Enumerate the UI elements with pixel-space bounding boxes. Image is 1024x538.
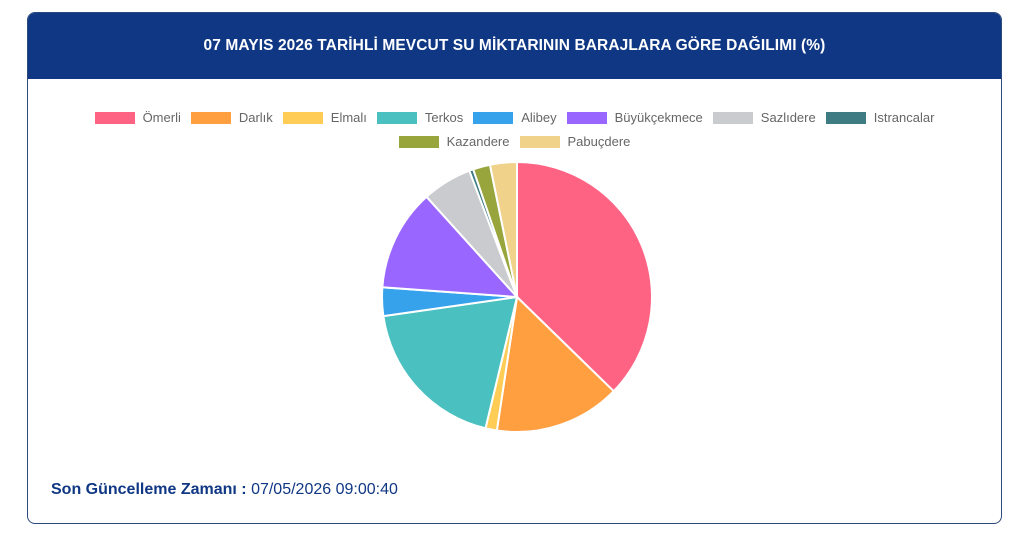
last-update-value: 07/05/2026 09:00:40	[251, 481, 398, 498]
card-header: 07 MAYIS 2026 TARİHLİ MEVCUT SU MİKTARIN…	[28, 13, 1001, 79]
pie-slice-3[interactable]	[382, 295, 519, 430]
legend-item-7[interactable]: Istrancalar	[825, 109, 935, 126]
legend-item-1[interactable]: Darlık	[190, 109, 273, 126]
chart-card: 07 MAYIS 2026 TARİHLİ MEVCUT SU MİKTARIN…	[27, 12, 1002, 524]
legend-swatch	[712, 111, 753, 124]
legend-swatch	[825, 111, 866, 124]
legend-item-6[interactable]: Sazlıdere	[712, 109, 816, 126]
legend-label: Ömerli	[142, 110, 181, 125]
legend-swatch	[376, 111, 417, 124]
legend-swatch	[282, 111, 323, 124]
legend-label: Kazandere	[446, 134, 510, 149]
legend-label: Terkos	[424, 110, 464, 125]
legend-label: Büyükçekmece	[614, 110, 703, 125]
pie-slice-9[interactable]	[488, 160, 518, 298]
legend-label: Elmalı	[330, 110, 367, 125]
legend-swatch	[519, 135, 560, 148]
pie-chart	[381, 160, 653, 433]
pie-slice-0[interactable]	[516, 160, 653, 393]
legend-item-8[interactable]: Kazandere	[398, 133, 510, 150]
legend-label: Darlık	[238, 110, 273, 125]
legend-swatch	[473, 111, 514, 124]
legend-item-2[interactable]: Elmalı	[282, 109, 367, 126]
legend-label: Sazlıdere	[760, 110, 816, 125]
legend-label: Istrancalar	[873, 110, 935, 125]
last-update: Son Güncelleme Zamanı : 07/05/2026 09:00…	[51, 481, 398, 499]
last-update-label: Son Güncelleme Zamanı :	[51, 481, 247, 498]
pie-slice-5[interactable]	[381, 195, 520, 299]
chart-legend: Ömerli Darlık Elmalı Terkos Alibey Büyükçekme…	[28, 109, 1001, 150]
legend-item-0[interactable]: Ömerli	[94, 109, 181, 126]
pie-slice-1[interactable]	[495, 294, 616, 433]
legend-swatch	[566, 111, 607, 124]
legend-swatch	[398, 135, 439, 148]
legend-swatch	[190, 111, 231, 124]
legend-item-9[interactable]: Pabuçdere	[519, 133, 631, 150]
legend-label: Pabuçdere	[567, 134, 631, 149]
legend-item-5[interactable]: Büyükçekmece	[566, 109, 703, 126]
chart-title: 07 MAYIS 2026 TARİHLİ MEVCUT SU MİKTARIN…	[203, 37, 826, 54]
legend-swatch	[94, 111, 135, 124]
legend-label: Alibey	[521, 110, 557, 125]
legend-item-3[interactable]: Terkos	[376, 109, 464, 126]
legend-item-4[interactable]: Alibey	[473, 109, 557, 126]
